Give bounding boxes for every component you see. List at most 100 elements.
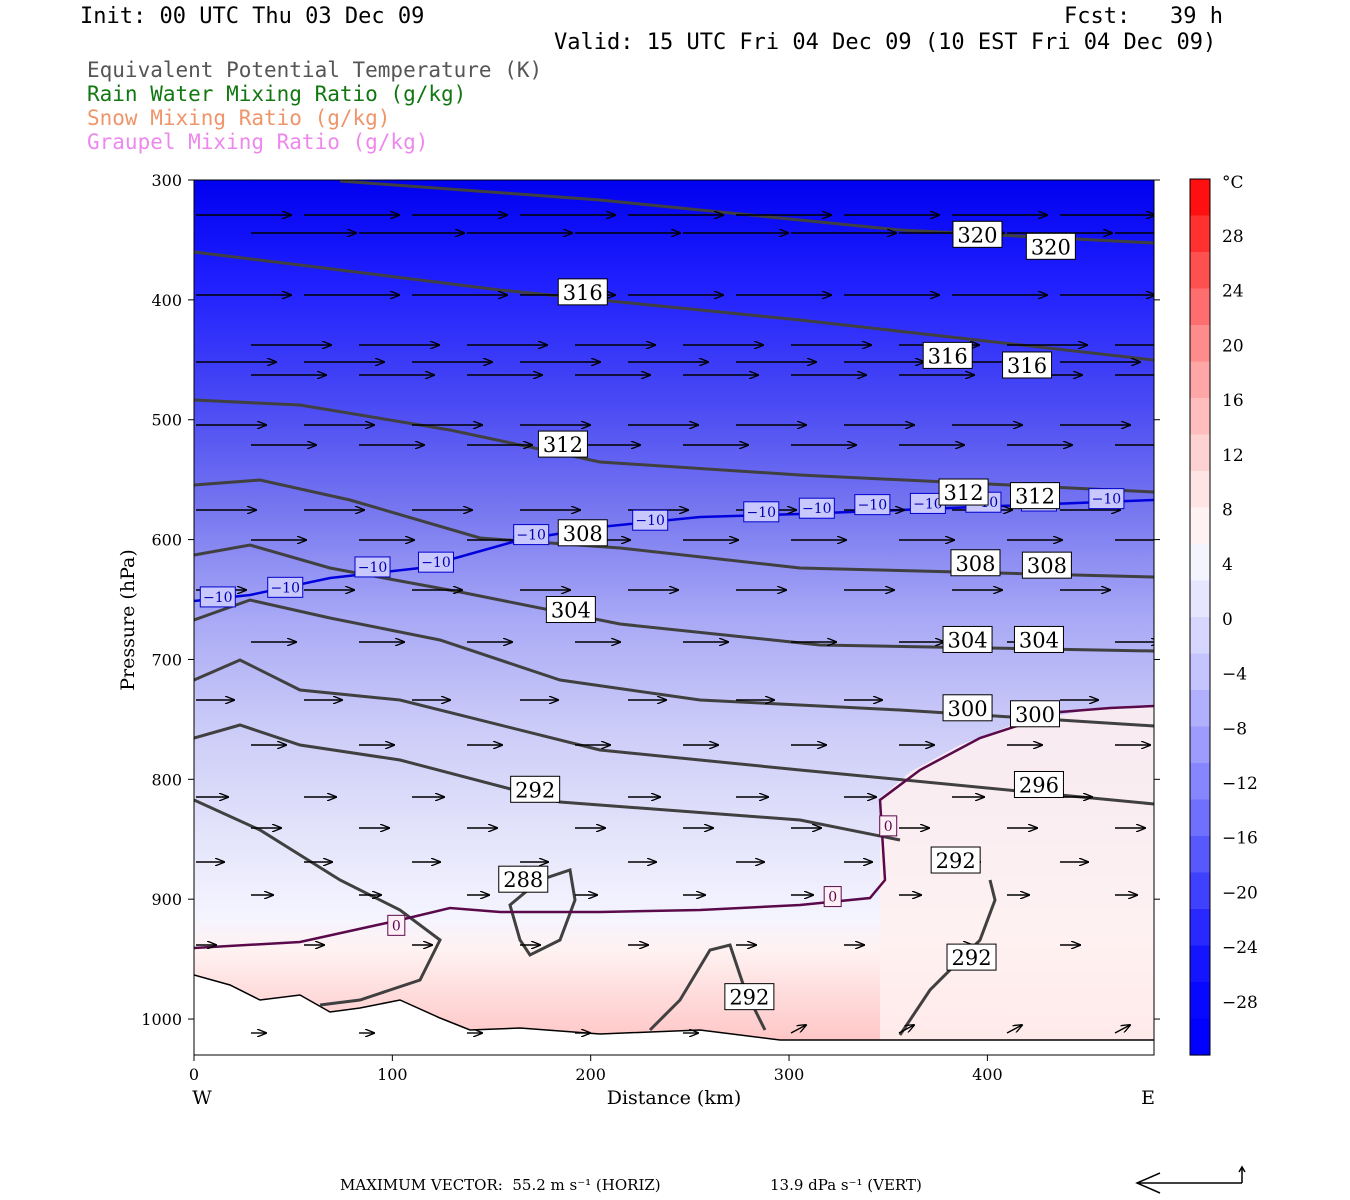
theta-e-contour xyxy=(194,798,442,1007)
y-axis-label: Pressure (hPa) xyxy=(117,549,139,691)
svg-text:320: 320 xyxy=(1031,235,1071,259)
svg-text:−10: −10 xyxy=(858,498,888,514)
svg-text:316: 316 xyxy=(563,281,603,305)
svg-text:−10: −10 xyxy=(913,496,943,512)
colorbar-swatch xyxy=(1190,836,1210,874)
colorbar-label: 20 xyxy=(1222,336,1244,356)
isotherm-label: −10 xyxy=(1088,488,1125,510)
max-vector-horizontal: MAXIMUM VECTOR: 55.2 m s⁻¹ (HORIZ) xyxy=(340,1176,661,1194)
colorbar-swatch xyxy=(1190,726,1210,764)
colorbar-label: 24 xyxy=(1222,282,1244,302)
colorbar-swatch xyxy=(1190,653,1210,691)
colorbar-swatch xyxy=(1190,1018,1210,1056)
colorbar-swatch xyxy=(1190,580,1210,618)
theta-e-contour xyxy=(898,879,997,1036)
isotherm-label: −10 xyxy=(632,509,669,531)
y-axis-ticks: 300 400 500 600 700 800 900 1000 xyxy=(141,171,1160,1029)
svg-text:312: 312 xyxy=(1015,485,1055,509)
colorbar-swatch xyxy=(1190,544,1210,582)
theta-e-label: 308 xyxy=(950,549,1001,577)
svg-text:312: 312 xyxy=(944,481,984,505)
isotherm-label: −10 xyxy=(743,501,780,523)
colorbar-label: −28 xyxy=(1222,993,1258,1013)
colorbar-swatch xyxy=(1190,288,1210,326)
y-tick-label: 700 xyxy=(151,650,182,669)
colorbar xyxy=(1190,179,1210,1056)
wind-vector xyxy=(1114,1025,1130,1034)
colorbar-swatch xyxy=(1190,763,1210,801)
svg-text:−10: −10 xyxy=(635,513,665,529)
y-tick-label: 300 xyxy=(151,171,182,190)
theta-e-label: 292 xyxy=(946,943,997,971)
zero-isotherm-labels: 0 0 0 xyxy=(387,815,898,936)
colorbar-swatch xyxy=(1190,945,1210,983)
valid-time: Valid: 15 UTC Fri 04 Dec 09 (10 EST Fri … xyxy=(554,30,1217,55)
zero-isotherm-label: 0 xyxy=(823,886,842,908)
svg-text:292: 292 xyxy=(951,946,991,970)
theta-e-label: 316 xyxy=(922,341,973,369)
colorbar-labels: 28 24 20 16 12 8 4 0 −4 −8 −12 −16 −20 −24 −28 xyxy=(1222,227,1258,1013)
colorbar-swatch xyxy=(1190,471,1210,509)
y-tick-label: 1000 xyxy=(141,1010,182,1029)
svg-text:0: 0 xyxy=(828,890,837,906)
x-axis-west-label: W xyxy=(192,1087,212,1109)
svg-text:−10: −10 xyxy=(358,560,388,576)
colorbar-unit: °C xyxy=(1222,173,1244,193)
svg-text:312: 312 xyxy=(543,433,583,457)
legend-theta-e: Equivalent Potential Temperature (K) xyxy=(87,58,543,82)
colorbar-swatch xyxy=(1190,325,1210,363)
svg-text:−10: −10 xyxy=(746,505,776,521)
svg-text:−10: −10 xyxy=(516,528,546,544)
zero-isotherm-label: 0 xyxy=(387,914,406,936)
colorbar-label: 16 xyxy=(1222,391,1244,411)
theta-e-label: 300 xyxy=(1009,700,1060,728)
theta-e-label: 300 xyxy=(942,694,993,722)
theta-e-label: 304 xyxy=(545,596,596,623)
x-tick-label: 200 xyxy=(575,1065,606,1084)
x-axis-ticks: 0 100 200 300 400 xyxy=(189,1055,1003,1084)
colorbar-swatch xyxy=(1190,179,1210,217)
isotherm-label: −10 xyxy=(354,556,391,578)
colorbar-swatch xyxy=(1190,799,1210,837)
terrain-line xyxy=(194,974,1154,1041)
x-tick-label: 100 xyxy=(377,1065,408,1084)
svg-text:300: 300 xyxy=(948,697,988,721)
theta-e-label: 308 xyxy=(1021,551,1072,579)
x-axis-east-label: E xyxy=(1141,1087,1155,1109)
legend-snow: Snow Mixing Ratio (g/kg) xyxy=(87,106,391,130)
colorbar-label: 0 xyxy=(1222,610,1233,630)
isotherm-label: −10 xyxy=(417,551,454,573)
colorbar-swatch xyxy=(1190,690,1210,728)
init-time: Init: 00 UTC Thu 03 Dec 09 xyxy=(80,4,425,29)
colorbar-swatch xyxy=(1190,215,1210,253)
isotherm-label: −10 xyxy=(267,576,304,598)
theta-e-label: 292 xyxy=(724,983,775,1011)
y-tick-label: 400 xyxy=(151,291,182,310)
isotherm-label: −10 xyxy=(199,586,236,608)
wind-vector xyxy=(898,1025,914,1034)
isotherm-label: −10 xyxy=(854,494,891,516)
theta-e-label: 312 xyxy=(938,478,989,506)
colorbar-swatch xyxy=(1190,617,1210,655)
theta-e-label: 320 xyxy=(952,220,1003,248)
theta-e-label: 304 xyxy=(942,625,993,653)
svg-text:304: 304 xyxy=(1019,628,1059,652)
svg-text:304: 304 xyxy=(551,599,591,623)
theta-e-label: 292 xyxy=(930,846,981,874)
svg-text:−10: −10 xyxy=(270,580,300,596)
y-tick-label: 600 xyxy=(151,531,182,550)
svg-text:300: 300 xyxy=(1015,703,1055,727)
svg-text:316: 316 xyxy=(1007,354,1047,378)
svg-text:0: 0 xyxy=(884,819,893,835)
ground-mask xyxy=(194,975,1154,1055)
theta-e-label: 312 xyxy=(537,430,588,458)
colorbar-label: 8 xyxy=(1222,501,1233,521)
theta-e-label: 320 xyxy=(1025,232,1076,260)
isotherm-label: −10 xyxy=(798,497,835,519)
theta-e-contour xyxy=(194,250,1154,362)
theta-e-label: 296 xyxy=(1013,771,1064,798)
svg-text:308: 308 xyxy=(563,522,603,546)
svg-text:308: 308 xyxy=(1027,554,1067,578)
colorbar-label: −12 xyxy=(1222,774,1258,794)
theta-e-label: 308 xyxy=(557,519,608,547)
